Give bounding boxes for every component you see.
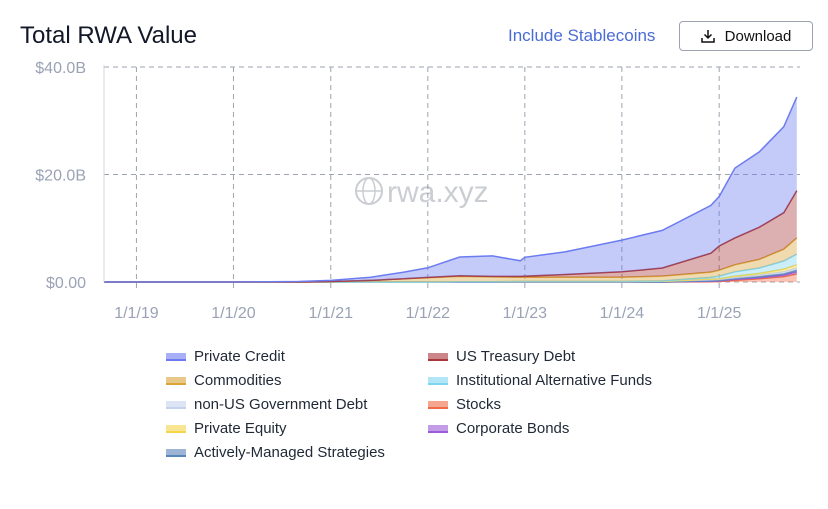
legend-swatch	[166, 448, 186, 457]
legend-label: Stocks	[456, 396, 502, 413]
watermark: rwa.xyz	[355, 176, 489, 209]
download-icon	[700, 30, 715, 43]
legend-label: Commodities	[194, 372, 282, 389]
legend-swatch	[428, 352, 448, 361]
legend-item-commodities[interactable]: Commodities	[166, 372, 282, 389]
legend-item-stocks[interactable]: Stocks	[428, 396, 501, 413]
x-tick-label: 1/1/23	[503, 305, 548, 322]
legend-label: Actively-Managed Strategies	[194, 444, 385, 461]
x-tick-label: 1/1/22	[406, 305, 451, 322]
legend-swatch	[428, 400, 448, 409]
x-tick-label: 1/1/19	[114, 305, 159, 322]
rwa-area-chart: rwa.xyz $0.00 $20.0B $40.0B 1/1/19 1/1/20 1/1…	[35, 60, 800, 322]
y-tick-label: $20.0B	[35, 168, 86, 185]
download-button[interactable]: Download	[679, 21, 813, 51]
legend-label: US Treasury Debt	[456, 348, 576, 365]
line-private-credit	[104, 96, 798, 283]
x-tick-label: 1/1/24	[600, 305, 645, 322]
legend-swatch	[166, 352, 186, 361]
legend-label: Private Credit	[194, 348, 285, 365]
legend-label: Corporate Bonds	[456, 420, 570, 437]
globe-icon	[355, 177, 383, 205]
legend-label: non-US Government Debt	[194, 396, 368, 413]
legend-swatch	[166, 424, 186, 433]
legend-swatch	[428, 376, 448, 385]
chart-title: Total RWA Value	[20, 22, 197, 49]
legend-label: Private Equity	[194, 420, 287, 437]
x-tick-label: 1/1/20	[211, 305, 256, 322]
legend-item-actively-managed-strategies[interactable]: Actively-Managed Strategies	[166, 444, 385, 461]
legend-item-corporate-bonds[interactable]: Corporate Bonds	[428, 420, 569, 437]
legend-item-us-treasury-debt[interactable]: US Treasury Debt	[428, 348, 575, 365]
legend-swatch	[428, 424, 448, 433]
legend-swatch	[166, 400, 186, 409]
legend-item-private-equity[interactable]: Private Equity	[166, 420, 287, 437]
area-series	[104, 96, 798, 283]
axes: $0.00 $20.0B $40.0B 1/1/19 1/1/20 1/1/21 1/1/2…	[35, 60, 741, 322]
legend-item-institutional-alternative-funds[interactable]: Institutional Alternative Funds	[428, 372, 652, 389]
y-tick-label: $40.0B	[35, 60, 86, 77]
legend-item-private-credit[interactable]: Private Credit	[166, 348, 285, 365]
x-tick-label: 1/1/25	[697, 305, 742, 322]
x-tick-label: 1/1/21	[309, 305, 354, 322]
y-tick-label: $0.00	[46, 275, 86, 292]
download-label: Download	[724, 27, 792, 45]
legend-item-non-us-government-debt[interactable]: non-US Government Debt	[166, 396, 367, 413]
legend-label: Institutional Alternative Funds	[456, 372, 652, 389]
watermark-text: rwa.xyz	[387, 176, 489, 209]
legend-swatch	[166, 376, 186, 385]
include-stablecoins-toggle[interactable]: Include Stablecoins	[508, 26, 656, 45]
globe-meridian	[362, 177, 376, 205]
